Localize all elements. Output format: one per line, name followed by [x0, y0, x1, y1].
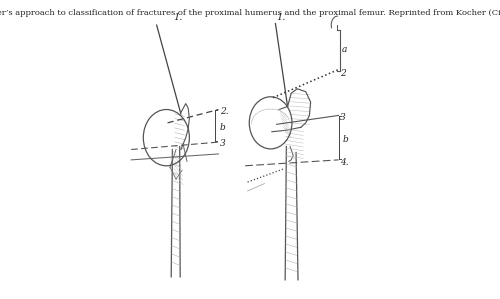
- Text: a: a: [342, 45, 347, 54]
- Text: 3: 3: [220, 139, 226, 148]
- Text: 3: 3: [340, 113, 346, 122]
- Text: 2: 2: [340, 69, 346, 78]
- Text: 4.: 4.: [340, 158, 349, 167]
- Text: b: b: [342, 135, 348, 144]
- Text: b: b: [220, 123, 225, 132]
- Text: 1.: 1.: [174, 13, 183, 22]
- Text: Figure 17. Kocher’s approach to classification of fractures of the proximal hume: Figure 17. Kocher’s approach to classifi…: [0, 9, 500, 17]
- Text: 1.: 1.: [276, 13, 286, 22]
- Text: 2.: 2.: [220, 106, 228, 115]
